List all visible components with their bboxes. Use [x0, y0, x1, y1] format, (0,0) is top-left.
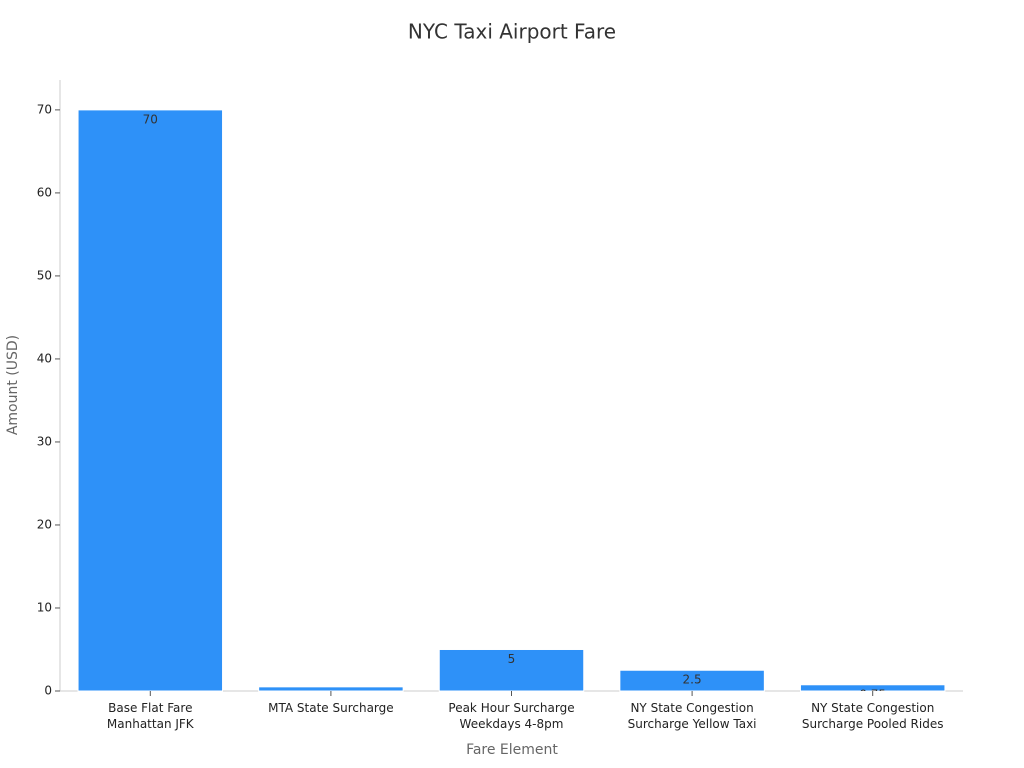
y-tick-label: 20 — [37, 517, 52, 531]
x-tick-label-line: Manhattan JFK — [107, 717, 195, 731]
x-tick-label-line: Base Flat Fare — [108, 701, 192, 715]
y-tick-label: 10 — [37, 600, 52, 614]
x-tick-label-line: Peak Hour Surcharge — [448, 701, 574, 715]
x-tick-label-line: NY State Congestion — [811, 701, 934, 715]
y-tick-label: 30 — [37, 434, 52, 448]
value-label: 2.5 — [683, 673, 702, 687]
bar — [438, 648, 585, 692]
value-labels: 70 0.5 5 2.5 0.75 — [143, 112, 886, 703]
y-axis-label: Amount (USD) — [5, 335, 21, 435]
x-tick-label-line: Surcharge Yellow Taxi — [628, 717, 757, 731]
x-tick-label: NY State Congestion Surcharge Yellow Taxi — [628, 701, 757, 731]
y-tick-label: 50 — [37, 268, 52, 282]
value-label: 5 — [508, 652, 516, 666]
value-label: 0.5 — [321, 689, 340, 703]
x-tick-label-line: MTA State Surcharge — [268, 701, 394, 715]
x-tick-label: NY State Congestion Surcharge Pooled Ride… — [802, 701, 944, 731]
x-tick-label: Peak Hour Surcharge Weekdays 4-8pm — [448, 701, 574, 731]
x-axis-label: Fare Element — [466, 742, 558, 758]
y-tick-label: 60 — [37, 185, 52, 199]
x-tick-label-line: NY State Congestion — [630, 701, 753, 715]
bar — [77, 109, 224, 692]
value-label: 0.75 — [859, 687, 886, 701]
y-tick-label: 40 — [37, 351, 52, 365]
x-tick-label-line: Surcharge Pooled Rides — [802, 717, 944, 731]
x-tick-label: Base Flat Fare Manhattan JFK — [107, 701, 195, 731]
y-tick-label: 70 — [37, 102, 52, 116]
x-tick-label: MTA State Surcharge — [268, 701, 394, 715]
value-label: 70 — [143, 112, 158, 126]
x-tick-label-line: Weekdays 4-8pm — [460, 717, 564, 731]
y-tick-label: 0 — [44, 684, 52, 698]
chart-title: NYC Taxi Airport Fare — [408, 20, 616, 44]
